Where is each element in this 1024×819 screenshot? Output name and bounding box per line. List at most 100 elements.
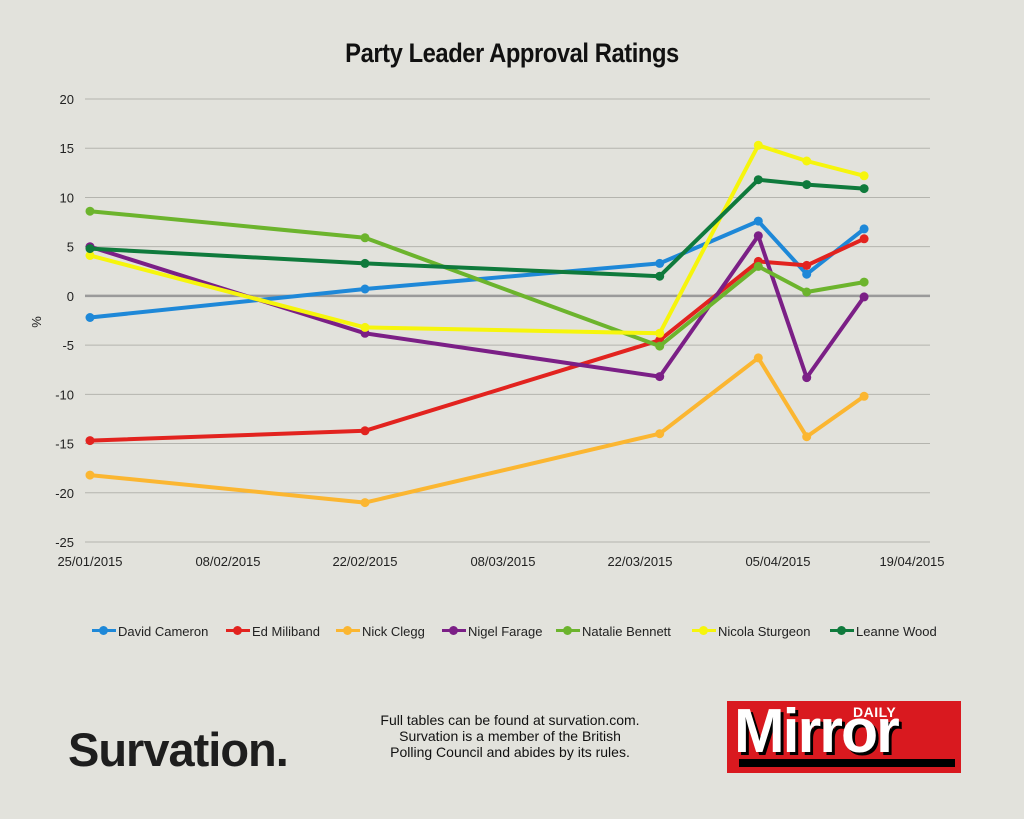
series-lines: [85, 140, 869, 508]
legend-item-nick-clegg: Nick Clegg: [336, 621, 425, 641]
series-leanne-wood: [85, 175, 869, 281]
data-point-nicola-sturgeon: [859, 171, 869, 181]
legend-item-nigel-farage: Nigel Farage: [442, 621, 542, 641]
y-tick-labels: 20 15 10 5 0 -5 -10 -15 -20 -25: [55, 92, 74, 550]
legend: David Cameron Ed Miliband Nick Clegg Nigel …: [0, 621, 1024, 643]
series-line-nick-clegg: [88, 355, 867, 505]
legend-swatch: [442, 621, 466, 641]
legend-item-nicola-sturgeon: Nicola Sturgeon: [692, 621, 811, 641]
data-point-nigel-farage: [753, 231, 763, 241]
x-tick-label: 19/04/2015: [879, 554, 944, 569]
data-point-natalie-bennett: [360, 233, 370, 243]
data-point-leanne-wood: [655, 271, 665, 281]
legend-label: David Cameron: [118, 623, 209, 639]
y-tick-label: -25: [55, 535, 74, 550]
y-tick-label: 5: [67, 240, 74, 255]
legend-swatch: [830, 621, 854, 641]
data-point-david-cameron: [360, 284, 370, 294]
data-point-nigel-farage: [802, 373, 812, 383]
legend-label: Nigel Farage: [468, 623, 543, 639]
data-point-nicola-sturgeon: [360, 322, 370, 332]
data-point-ed-miliband: [85, 436, 95, 446]
y-tick-label: -10: [55, 387, 74, 402]
data-point-david-cameron: [655, 258, 665, 268]
data-point-leanne-wood: [859, 184, 869, 194]
series-ed-miliband: [85, 234, 869, 446]
series-nick-clegg: [85, 353, 869, 508]
legend-item-leanne-wood: Leanne Wood: [830, 621, 937, 641]
data-point-natalie-bennett: [802, 287, 812, 297]
legend-swatch: [692, 621, 716, 641]
data-point-nick-clegg: [85, 470, 95, 480]
footnote: Full tables can be found at survation.co…: [340, 712, 680, 760]
data-point-nicola-sturgeon: [802, 156, 812, 166]
data-point-nick-clegg: [859, 391, 869, 401]
legend-item-david-cameron: David Cameron: [92, 621, 208, 641]
x-tick-label: 25/01/2015: [57, 554, 122, 569]
data-point-nicola-sturgeon: [655, 328, 665, 338]
data-point-nick-clegg: [655, 429, 665, 439]
x-tick-label: 22/02/2015: [332, 554, 397, 569]
x-tick-labels: 25/01/2015 08/02/2015 22/02/2015 08/03/2015…: [57, 554, 944, 569]
daily-mirror-logo: Mirror DAILY: [727, 701, 961, 773]
series-line-ed-miliband: [88, 236, 867, 443]
y-tick-label: 20: [60, 92, 74, 107]
legend-swatch: [226, 621, 250, 641]
data-point-natalie-bennett: [85, 206, 95, 216]
y-tick-label: -15: [55, 437, 74, 452]
series-natalie-bennett: [85, 206, 869, 351]
legend-label: Natalie Bennett: [582, 623, 671, 639]
y-axis-label: %: [29, 316, 44, 328]
data-point-ed-miliband: [360, 426, 370, 436]
legend-label: Nicola Sturgeon: [718, 623, 811, 639]
legend-label: Leanne Wood: [856, 623, 937, 639]
data-point-ed-miliband: [859, 234, 869, 244]
x-tick-label: 08/02/2015: [195, 554, 260, 569]
legend-label: Nick Clegg: [362, 623, 425, 639]
data-point-david-cameron: [802, 269, 812, 279]
series-line-leanne-wood: [88, 177, 867, 279]
x-tick-label: 05/04/2015: [745, 554, 810, 569]
footnote-line: Polling Council and abides by its rules.: [390, 744, 630, 760]
x-tick-label: 22/03/2015: [607, 554, 672, 569]
data-point-david-cameron: [859, 224, 869, 234]
data-point-nicola-sturgeon: [85, 251, 95, 260]
y-tick-label: 0: [67, 289, 74, 304]
data-point-natalie-bennett: [753, 261, 763, 271]
mirror-logo-daily: DAILY: [853, 704, 897, 720]
data-point-leanne-wood: [753, 175, 763, 185]
legend-swatch: [336, 621, 360, 641]
y-tick-label: 10: [60, 190, 74, 205]
data-point-leanne-wood: [360, 258, 370, 268]
chart-title: Party Leader Approval Ratings: [345, 38, 679, 68]
data-point-nigel-farage: [859, 292, 869, 302]
data-point-leanne-wood: [85, 244, 95, 254]
mirror-logo-bar: [739, 759, 955, 767]
footnote-line: Full tables can be found at survation.co…: [380, 712, 640, 728]
data-point-david-cameron: [85, 313, 95, 322]
legend-item-ed-miliband: Ed Miliband: [226, 621, 320, 641]
data-point-natalie-bennett: [859, 277, 869, 287]
legend-label: Ed Miliband: [252, 623, 320, 639]
data-point-ed-miliband: [802, 260, 812, 270]
data-point-david-cameron: [753, 216, 763, 226]
survation-logo: Survation.: [68, 723, 289, 776]
footnote-line: Survation is a member of the British: [399, 728, 621, 744]
legend-swatch: [556, 621, 580, 641]
y-tick-label: -20: [55, 486, 74, 501]
grid-lines: [85, 98, 930, 543]
series-line-nicola-sturgeon: [88, 143, 867, 336]
y-tick-label: -5: [62, 338, 74, 353]
data-point-nicola-sturgeon: [753, 140, 763, 150]
data-point-nigel-farage: [655, 372, 665, 382]
data-point-nick-clegg: [360, 498, 370, 508]
legend-item-natalie-bennett: Natalie Bennett: [556, 621, 671, 641]
legend-swatch: [92, 621, 116, 641]
x-tick-label: 08/03/2015: [470, 554, 535, 569]
series-line-natalie-bennett: [88, 209, 867, 349]
y-tick-label: 15: [60, 141, 74, 156]
data-point-nick-clegg: [753, 353, 763, 363]
mirror-logo-word: Mirror: [734, 701, 900, 766]
data-point-natalie-bennett: [655, 341, 665, 351]
